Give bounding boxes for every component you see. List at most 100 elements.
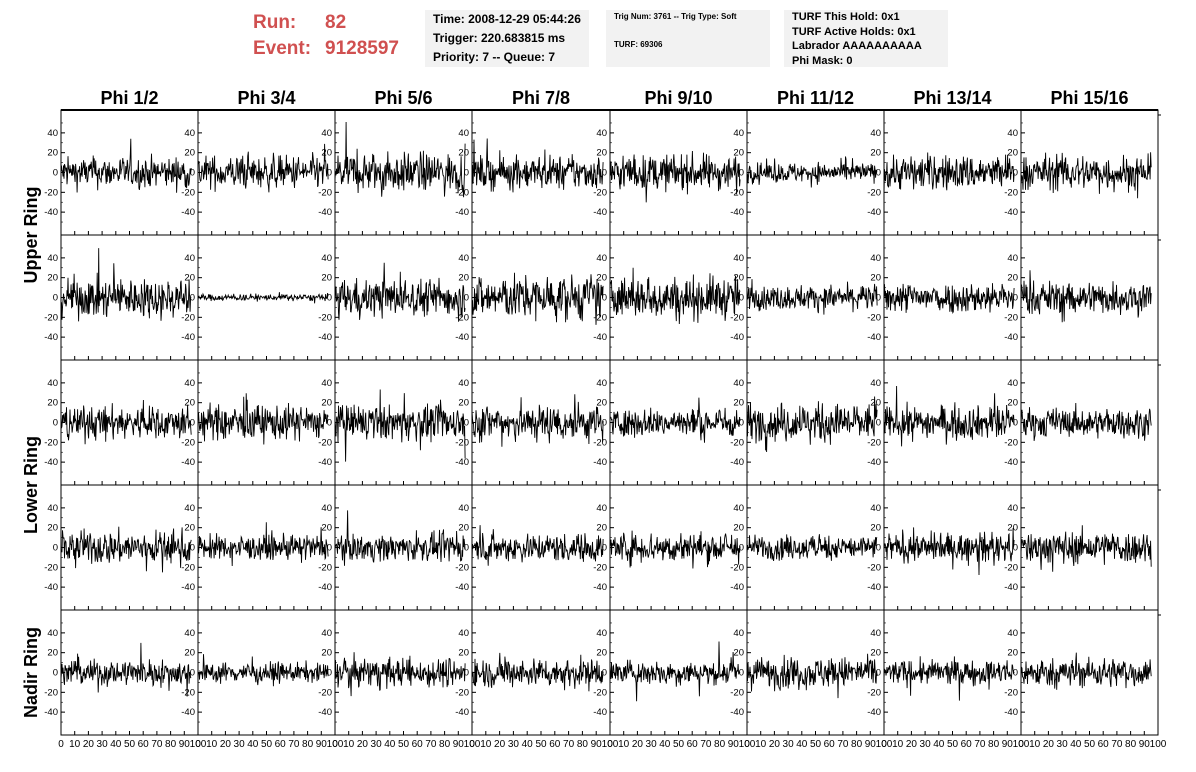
y-tick-label: -20 <box>455 562 469 573</box>
y-tick-label: -20 <box>593 562 607 573</box>
y-tick-label: -40 <box>730 582 744 593</box>
y-tick-label: 20 <box>1007 648 1018 659</box>
y-tick-label: 40 <box>596 128 607 139</box>
y-tick-label: -40 <box>730 207 744 218</box>
y-tick-label: -20 <box>1004 687 1018 698</box>
y-tick-label: -20 <box>318 312 332 323</box>
y-tick-label: -20 <box>730 312 744 323</box>
x-tick-label: 70 <box>837 739 849 750</box>
y-tick-label: 20 <box>1007 273 1018 284</box>
y-tick-label: -40 <box>44 582 58 593</box>
y-tick-label: 40 <box>870 628 881 639</box>
y-tick-label: 40 <box>870 253 881 264</box>
run-label: Run: <box>253 12 297 33</box>
x-tick-label: 70 <box>288 739 300 750</box>
waveform-trace <box>746 534 878 561</box>
waveform-trace <box>197 143 329 193</box>
x-tick-label: 80 <box>988 739 1000 750</box>
y-tick-label: 0 <box>464 168 469 179</box>
y-tick-label: 40 <box>1007 628 1018 639</box>
waveform-trace <box>746 156 878 188</box>
y-tick-label: 40 <box>596 628 607 639</box>
x-tick-label: 70 <box>151 739 163 750</box>
y-tick-label: -20 <box>1004 562 1018 573</box>
waveform-trace <box>746 396 878 453</box>
y-tick-label: -40 <box>730 457 744 468</box>
x-tick-label: 50 <box>535 739 547 750</box>
y-tick-label: -40 <box>181 332 195 343</box>
y-tick-label: -40 <box>181 457 195 468</box>
y-tick-label: 40 <box>1007 378 1018 389</box>
y-tick-label: 20 <box>184 148 195 159</box>
y-tick-label: 40 <box>184 128 195 139</box>
x-tick-label: 30 <box>97 739 109 750</box>
y-tick-label: 20 <box>184 648 195 659</box>
y-tick-label: 40 <box>321 253 332 264</box>
x-tick-label: 10 <box>343 739 355 750</box>
y-tick-label: 20 <box>458 273 469 284</box>
x-tick-label: 10 <box>1029 739 1041 750</box>
y-tick-label: 20 <box>596 648 607 659</box>
y-tick-label: 0 <box>464 543 469 554</box>
y-tick-label: 0 <box>53 293 58 304</box>
y-tick-label: 40 <box>870 503 881 514</box>
y-tick-label: 0 <box>190 668 195 679</box>
y-tick-label: -20 <box>44 437 58 448</box>
x-tick-label: 20 <box>83 739 95 750</box>
y-tick-label: 0 <box>53 168 58 179</box>
y-tick-label: 20 <box>1007 523 1018 534</box>
labrador-text: Labrador AAAAAAAAAA <box>792 40 922 52</box>
x-tick-label: 100 <box>464 739 481 750</box>
x-tick-label: 90 <box>316 739 328 750</box>
column-header: Phi 1/2 <box>100 88 158 108</box>
y-tick-label: 0 <box>327 293 332 304</box>
y-tick-label: 40 <box>733 503 744 514</box>
waveform-trace <box>334 389 466 462</box>
x-tick-label: 60 <box>549 739 561 750</box>
y-tick-label: -40 <box>181 582 195 593</box>
x-tick-label: 30 <box>646 739 658 750</box>
y-tick-label: -40 <box>1004 582 1018 593</box>
x-tick-label: 70 <box>700 739 712 750</box>
x-tick-label: 30 <box>783 739 795 750</box>
x-tick-label: 40 <box>796 739 808 750</box>
waveform-trace <box>1020 152 1152 199</box>
x-tick-label: 0 <box>607 739 613 750</box>
y-tick-label: 0 <box>739 168 744 179</box>
x-tick-label: 30 <box>920 739 932 750</box>
x-tick-label: 10 <box>69 739 81 750</box>
y-tick-label: -40 <box>593 332 607 343</box>
y-tick-label: -40 <box>593 457 607 468</box>
y-tick-label: -40 <box>455 332 469 343</box>
y-tick-label: -40 <box>455 207 469 218</box>
y-tick-label: 20 <box>596 523 607 534</box>
x-tick-label: 90 <box>591 739 603 750</box>
y-tick-label: 0 <box>327 168 332 179</box>
y-tick-label: 20 <box>184 523 195 534</box>
waveform-trace <box>334 510 466 566</box>
y-tick-label: 20 <box>458 648 469 659</box>
turf-info-box: TURF This Hold: 0x1 TURF Active Holds: 0… <box>784 10 948 67</box>
y-tick-label: 20 <box>870 273 881 284</box>
waveform-trace <box>883 527 1015 576</box>
waveform-trace <box>883 385 1015 447</box>
y-tick-label: 0 <box>464 668 469 679</box>
y-tick-label: -20 <box>44 312 58 323</box>
waveform-trace <box>471 525 604 566</box>
x-tick-label: 70 <box>974 739 986 750</box>
x-tick-label: 0 <box>881 739 887 750</box>
y-tick-label: 0 <box>602 668 607 679</box>
x-tick-label: 10 <box>480 739 492 750</box>
y-tick-label: 40 <box>458 503 469 514</box>
y-tick-label: 0 <box>739 418 744 429</box>
event-label: Event: <box>253 38 312 59</box>
y-tick-label: 0 <box>464 293 469 304</box>
x-tick-label: 60 <box>412 739 424 750</box>
x-tick-label: 60 <box>1098 739 1110 750</box>
y-tick-label: 0 <box>53 668 58 679</box>
turf-text: TURF: 69306 <box>614 40 663 49</box>
x-tick-label: 30 <box>371 739 383 750</box>
x-tick-label: 70 <box>425 739 437 750</box>
y-tick-label: 40 <box>733 378 744 389</box>
waveform-trace <box>60 642 192 697</box>
